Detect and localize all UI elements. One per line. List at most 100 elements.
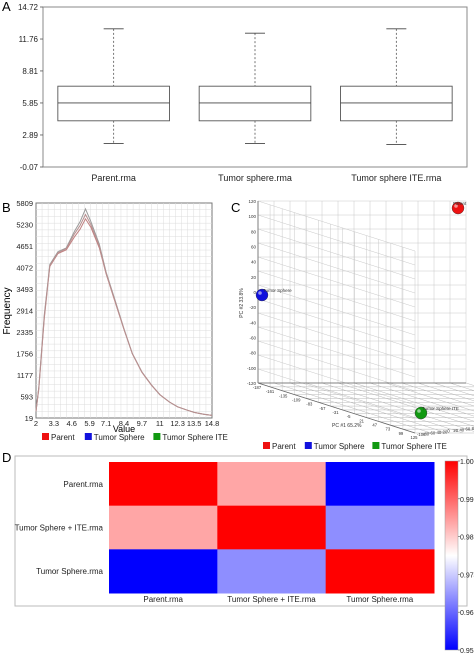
panel-c-pca-3d: 120100806040200-20-40-60-80-100-120-187-…	[239, 199, 474, 451]
panel-label-c: C	[231, 200, 240, 215]
c-legend-swatch	[304, 442, 312, 449]
d-cell	[217, 505, 327, 550]
b-ytick-label: 3493	[16, 285, 33, 294]
b-ytick-label: 5809	[16, 199, 33, 208]
b-series-line-3	[35, 213, 213, 416]
c-ztick-label: -80	[423, 431, 430, 436]
d-col-label: Tumor Sphere + ITE.rma	[227, 595, 316, 604]
c-ytick-label: 120	[248, 199, 256, 204]
panel-c-xlabel: PC #1 65.2%	[332, 423, 362, 429]
c-point-highlight	[454, 204, 458, 208]
d-cell	[217, 549, 327, 594]
c-grid-line	[289, 382, 448, 434]
c-xtick-label: -57	[319, 406, 326, 411]
c-xtick-label: -109	[292, 398, 301, 403]
c-ytick-label: 20	[251, 275, 257, 280]
b-xtick-label: 8.4	[119, 419, 129, 428]
c-ztick-label: -60	[429, 431, 436, 436]
b-legend-swatch	[42, 433, 49, 440]
d-cell	[109, 549, 218, 594]
b-legend-label: Tumor Sphere	[94, 433, 145, 442]
c-ztick-label: -40	[435, 430, 442, 435]
b-ytick-label: 5230	[16, 221, 33, 230]
d-cell	[109, 505, 218, 550]
b-xtick-label: 11	[156, 419, 164, 428]
c-ytick-label: -60	[249, 336, 256, 341]
c-ytick-label: -20	[249, 305, 256, 310]
b-legend-swatch	[153, 433, 161, 440]
c-legend-swatch	[372, 442, 380, 449]
c-ytick-label: 60	[251, 245, 257, 250]
a-ytick-label: 2.89	[22, 131, 38, 140]
b-ytick-label: 593	[20, 393, 33, 402]
b-ytick-label: 2335	[16, 328, 33, 337]
c-grid-line	[257, 368, 416, 420]
c-point-label: Parent	[453, 201, 467, 206]
c-grid-line	[257, 214, 416, 266]
c-grid-line	[433, 382, 474, 397]
c-ztick-label: 0	[447, 429, 450, 434]
a-ytick-label: 5.85	[22, 99, 38, 108]
b-xtick-label: 3.3	[49, 419, 59, 428]
c-grid-line	[257, 284, 416, 336]
c-point-label: Tumor Sphere ITE	[422, 406, 459, 411]
c-ytick-label: 40	[251, 260, 257, 265]
d-col-label: Tumor Sphere.rma	[346, 595, 413, 604]
c-grid-line	[257, 354, 416, 406]
c-grid-line	[257, 200, 416, 252]
b-ytick-label: 4651	[16, 242, 33, 251]
a-box-2	[198, 32, 312, 144]
c-xtick-label: 99	[399, 431, 404, 436]
c-grid-line	[273, 382, 432, 434]
b-ytick-label: 2914	[16, 307, 33, 316]
panel-label-d: D	[2, 450, 11, 465]
c-grid-line	[337, 382, 474, 427]
c-xtick-label: -83	[306, 402, 313, 407]
c-ztick-label: 80	[472, 426, 474, 431]
b-legend-label: Tumor Sphere ITE	[162, 433, 228, 442]
c-point-highlight	[417, 409, 421, 413]
c-ytick-label: -100	[247, 366, 257, 371]
c-ytick-label: -40	[249, 320, 256, 325]
c-grid-line	[385, 382, 474, 412]
panel-c-ylabel: PC #2 33.8%	[239, 288, 245, 318]
c-xtick-label: 47	[372, 423, 377, 428]
c-grid-line	[257, 298, 416, 350]
c-xtick-label: -187	[253, 385, 262, 390]
d-colorbar	[444, 460, 459, 651]
d-colorbar-label: 0.965	[460, 610, 474, 617]
b-ytick-label: 4072	[16, 264, 33, 273]
b-xtick-label: 4.6	[67, 419, 77, 428]
c-grid-line	[321, 382, 474, 432]
c-grid-line	[305, 382, 464, 434]
d-colorbar-label: 0.974	[460, 572, 474, 579]
a-box-iqr	[57, 85, 170, 122]
c-grid-line	[257, 256, 416, 308]
a-ytick-label: -0.07	[20, 163, 39, 172]
c-xtick-label: 125	[411, 435, 419, 440]
b-xtick-label: 5.9	[84, 419, 94, 428]
d-col-label: Parent.rma	[143, 595, 183, 604]
c-grid-line	[257, 340, 416, 392]
a-category-label: Tumor sphere ITE.rma	[351, 173, 441, 183]
a-box-iqr	[198, 85, 312, 122]
a-ytick-label: 11.76	[19, 35, 39, 44]
b-ytick-label: 1756	[16, 350, 33, 359]
c-grid-line	[257, 228, 416, 280]
b-legend-label: Parent	[51, 433, 75, 442]
d-cell	[325, 505, 435, 550]
panel-b-ylabel: Frequency	[2, 287, 13, 334]
c-grid-line	[369, 382, 474, 417]
c-xtick-label: -135	[279, 393, 288, 398]
c-grid-line	[257, 242, 416, 294]
d-row-label: Tumor Sphere + ITE.rma	[15, 524, 104, 533]
c-legend-label: Tumor Sphere ITE	[381, 442, 447, 451]
b-xtick-label: 7.1	[101, 419, 111, 428]
c-ztick-label: 40	[459, 427, 464, 432]
c-grid-line	[257, 312, 416, 364]
d-row-label: Parent.rma	[63, 480, 103, 489]
c-grid-line	[401, 382, 474, 407]
d-colorbar-label: 0.983	[460, 535, 474, 542]
d-colorbar-label: 1.000	[460, 459, 474, 466]
